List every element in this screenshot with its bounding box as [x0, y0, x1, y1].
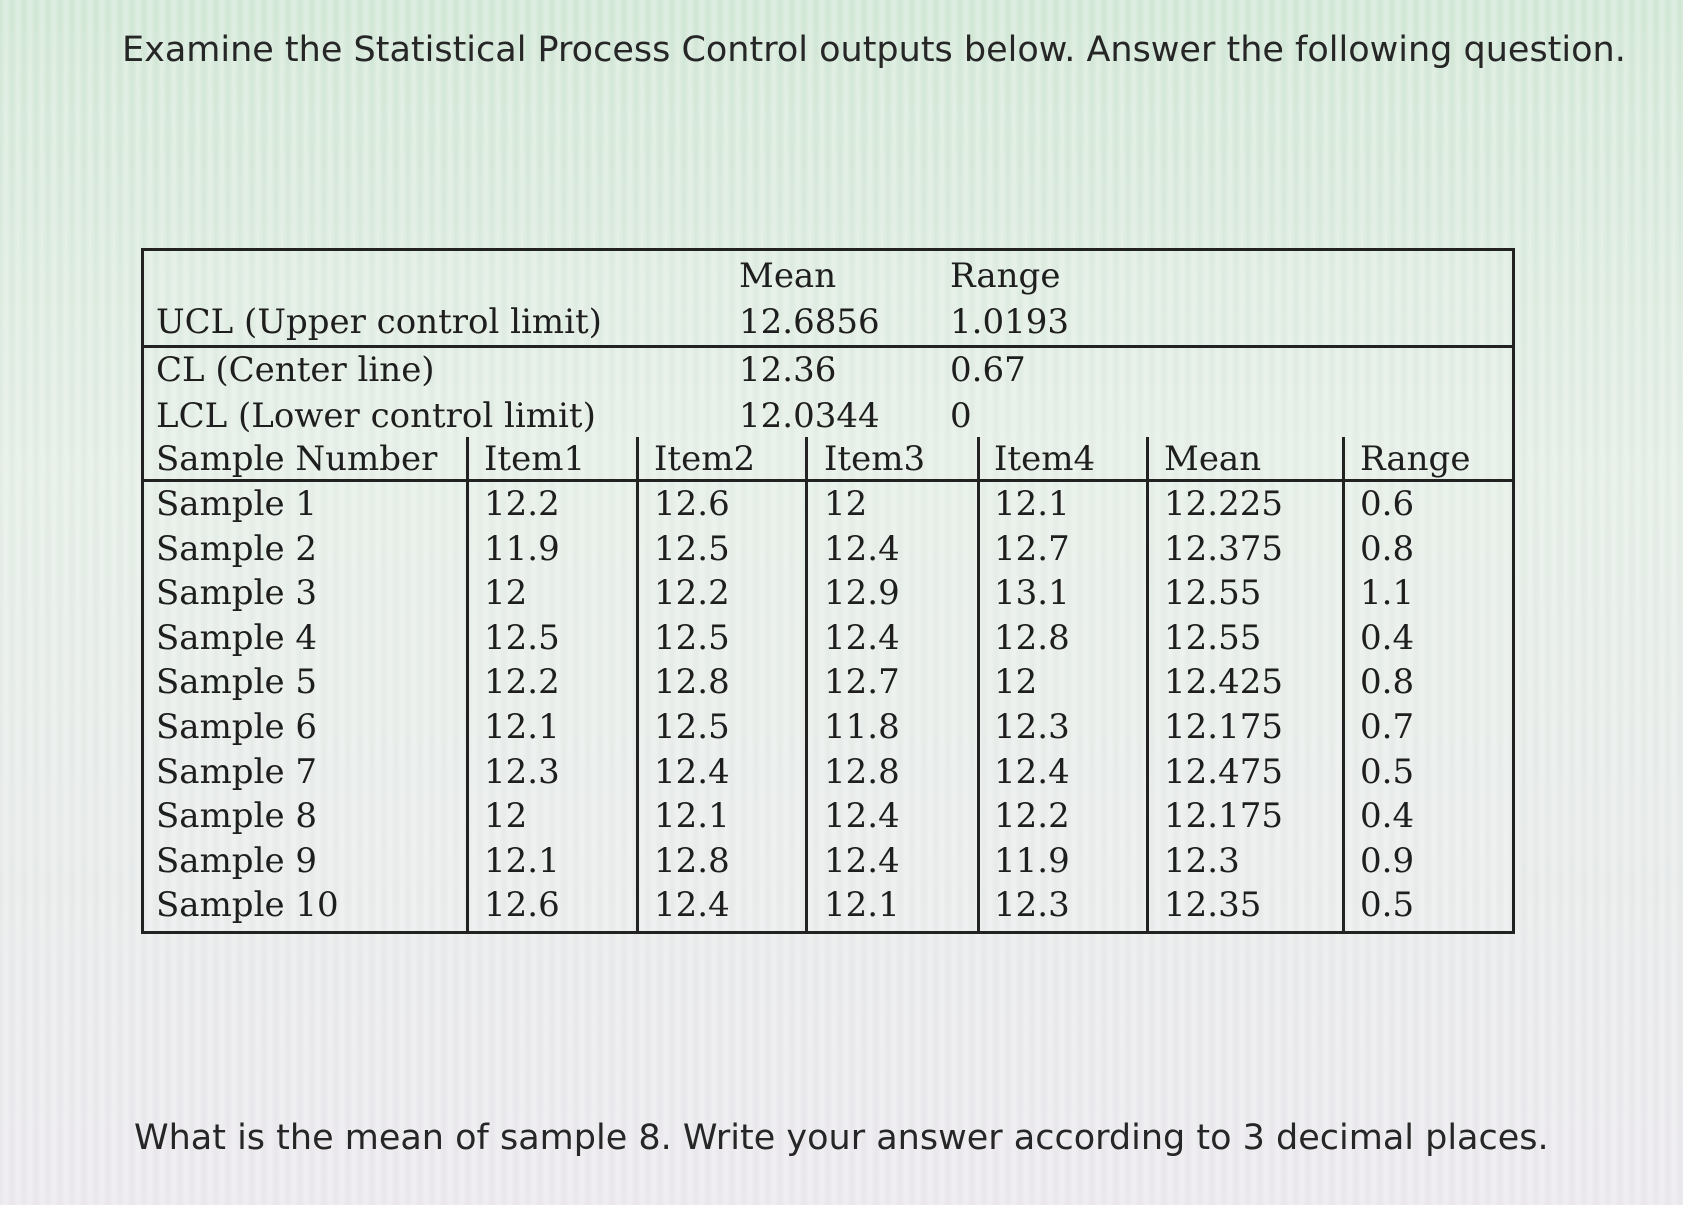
- sample-4-sample-label: Sample 4: [156, 618, 318, 658]
- sample-1-item1: 12.2: [484, 484, 560, 524]
- sample-4-item1: 12.5: [484, 618, 560, 658]
- sample-2-item1: 11.9: [484, 529, 560, 569]
- sample-8-item2: 12.1: [654, 796, 730, 836]
- sample-9-item4: 11.9: [994, 841, 1070, 881]
- limit-label-cl: CL (Center line): [156, 350, 435, 390]
- sample-5-item3: 12.7: [824, 662, 900, 702]
- sample-10-item1: 12.6: [484, 885, 560, 925]
- header-item2: Item2: [654, 439, 756, 479]
- sample-9-range: 0.9: [1360, 841, 1415, 881]
- header-item1: Item1: [484, 439, 586, 479]
- sample-4-range: 0.4: [1360, 618, 1415, 658]
- sample-2-item2: 12.5: [654, 529, 730, 569]
- sample-5-mean: 12.425: [1164, 662, 1283, 702]
- sample-8-mean: 12.175: [1164, 796, 1283, 836]
- sample-10-sample-label: Sample 10: [156, 885, 339, 925]
- sample-7-item2: 12.4: [654, 752, 730, 792]
- col-rule-5: [1146, 437, 1149, 931]
- sample-5-item2: 12.8: [654, 662, 730, 702]
- sample-3-sample-label: Sample 3: [156, 573, 318, 613]
- sample-7-item4: 12.4: [994, 752, 1070, 792]
- sample-2-range: 0.8: [1360, 529, 1415, 569]
- sample-5-item4: 12: [994, 662, 1038, 702]
- limit-mean-ucl: 12.6856: [739, 302, 880, 342]
- sample-6-sample-label: Sample 6: [156, 707, 318, 747]
- sample-6-item3: 11.8: [824, 707, 900, 747]
- limit-label-lcl: LCL (Lower control limit): [156, 396, 596, 436]
- sample-5-sample-label: Sample 5: [156, 662, 318, 702]
- header-item3: Item3: [824, 439, 926, 479]
- limit-range-lcl: 0: [950, 396, 972, 436]
- rule-below-header: [144, 479, 1512, 482]
- sample-10-item3: 12.1: [824, 885, 900, 925]
- sample-7-item3: 12.8: [824, 752, 900, 792]
- sample-9-sample-label: Sample 9: [156, 841, 318, 881]
- sample-1-range: 0.6: [1360, 484, 1415, 524]
- sample-8-item1: 12: [484, 796, 528, 836]
- sample-4-item4: 12.8: [994, 618, 1070, 658]
- sample-5-item1: 12.2: [484, 662, 560, 702]
- header-mean: Mean: [1164, 439, 1262, 479]
- sample-7-mean: 12.475: [1164, 752, 1283, 792]
- sample-1-item3: 12: [824, 484, 868, 524]
- sample-8-range: 0.4: [1360, 796, 1415, 836]
- header-item4: Item4: [994, 439, 1096, 479]
- sample-2-sample-label: Sample 2: [156, 529, 318, 569]
- sample-9-item3: 12.4: [824, 841, 900, 881]
- limit-label-ucl: UCL (Upper control limit): [156, 302, 602, 342]
- sample-5-range: 0.8: [1360, 662, 1415, 702]
- sample-6-item4: 12.3: [994, 707, 1070, 747]
- prompt-text: Examine the Statistical Process Control …: [122, 30, 1626, 70]
- sample-6-item1: 12.1: [484, 707, 560, 747]
- sample-3-item1: 12: [484, 573, 528, 613]
- sample-1-sample-label: Sample 1: [156, 484, 318, 524]
- sample-6-range: 0.7: [1360, 707, 1415, 747]
- sample-1-mean: 12.225: [1164, 484, 1283, 524]
- sample-7-sample-label: Sample 7: [156, 752, 318, 792]
- sample-6-item2: 12.5: [654, 707, 730, 747]
- limits-header-mean: Mean: [739, 256, 837, 296]
- sample-4-item2: 12.5: [654, 618, 730, 658]
- limit-range-ucl: 1.0193: [950, 302, 1069, 342]
- sample-7-range: 0.5: [1360, 752, 1415, 792]
- sample-3-item2: 12.2: [654, 573, 730, 613]
- limits-header-range: Range: [950, 256, 1061, 296]
- rule-below-ucl: [144, 345, 1512, 348]
- sample-10-mean: 12.35: [1164, 885, 1262, 925]
- sample-10-item4: 12.3: [994, 885, 1070, 925]
- sample-3-range: 1.1: [1360, 573, 1415, 613]
- sample-9-item1: 12.1: [484, 841, 560, 881]
- sample-1-item2: 12.6: [654, 484, 730, 524]
- spc-table: Mean Range UCL (Upper control limit) 12.…: [141, 248, 1515, 934]
- sample-10-range: 0.5: [1360, 885, 1415, 925]
- sample-1-item4: 12.1: [994, 484, 1070, 524]
- sample-4-mean: 12.55: [1164, 618, 1262, 658]
- col-rule-2: [636, 437, 639, 931]
- header-range: Range: [1360, 439, 1471, 479]
- sample-2-item3: 12.4: [824, 529, 900, 569]
- sample-3-item3: 12.9: [824, 573, 900, 613]
- question-text: What is the mean of sample 8. Write your…: [134, 1118, 1549, 1158]
- sample-9-item2: 12.8: [654, 841, 730, 881]
- sample-10-item2: 12.4: [654, 885, 730, 925]
- limit-mean-lcl: 12.0344: [739, 396, 880, 436]
- sample-3-mean: 12.55: [1164, 573, 1262, 613]
- sample-4-item3: 12.4: [824, 618, 900, 658]
- col-rule-6: [1342, 437, 1345, 931]
- sample-8-sample-label: Sample 8: [156, 796, 318, 836]
- col-rule-1: [466, 437, 469, 931]
- sample-7-item1: 12.3: [484, 752, 560, 792]
- sample-3-item4: 13.1: [994, 573, 1070, 613]
- col-rule-3: [805, 437, 808, 931]
- header-sample-number: Sample Number: [156, 439, 438, 479]
- sample-9-mean: 12.3: [1164, 841, 1240, 881]
- limit-range-cl: 0.67: [950, 350, 1026, 390]
- sample-8-item3: 12.4: [824, 796, 900, 836]
- sample-2-item4: 12.7: [994, 529, 1070, 569]
- sample-6-mean: 12.175: [1164, 707, 1283, 747]
- sample-8-item4: 12.2: [994, 796, 1070, 836]
- limit-mean-cl: 12.36: [739, 350, 837, 390]
- sample-2-mean: 12.375: [1164, 529, 1283, 569]
- col-rule-4: [977, 437, 980, 931]
